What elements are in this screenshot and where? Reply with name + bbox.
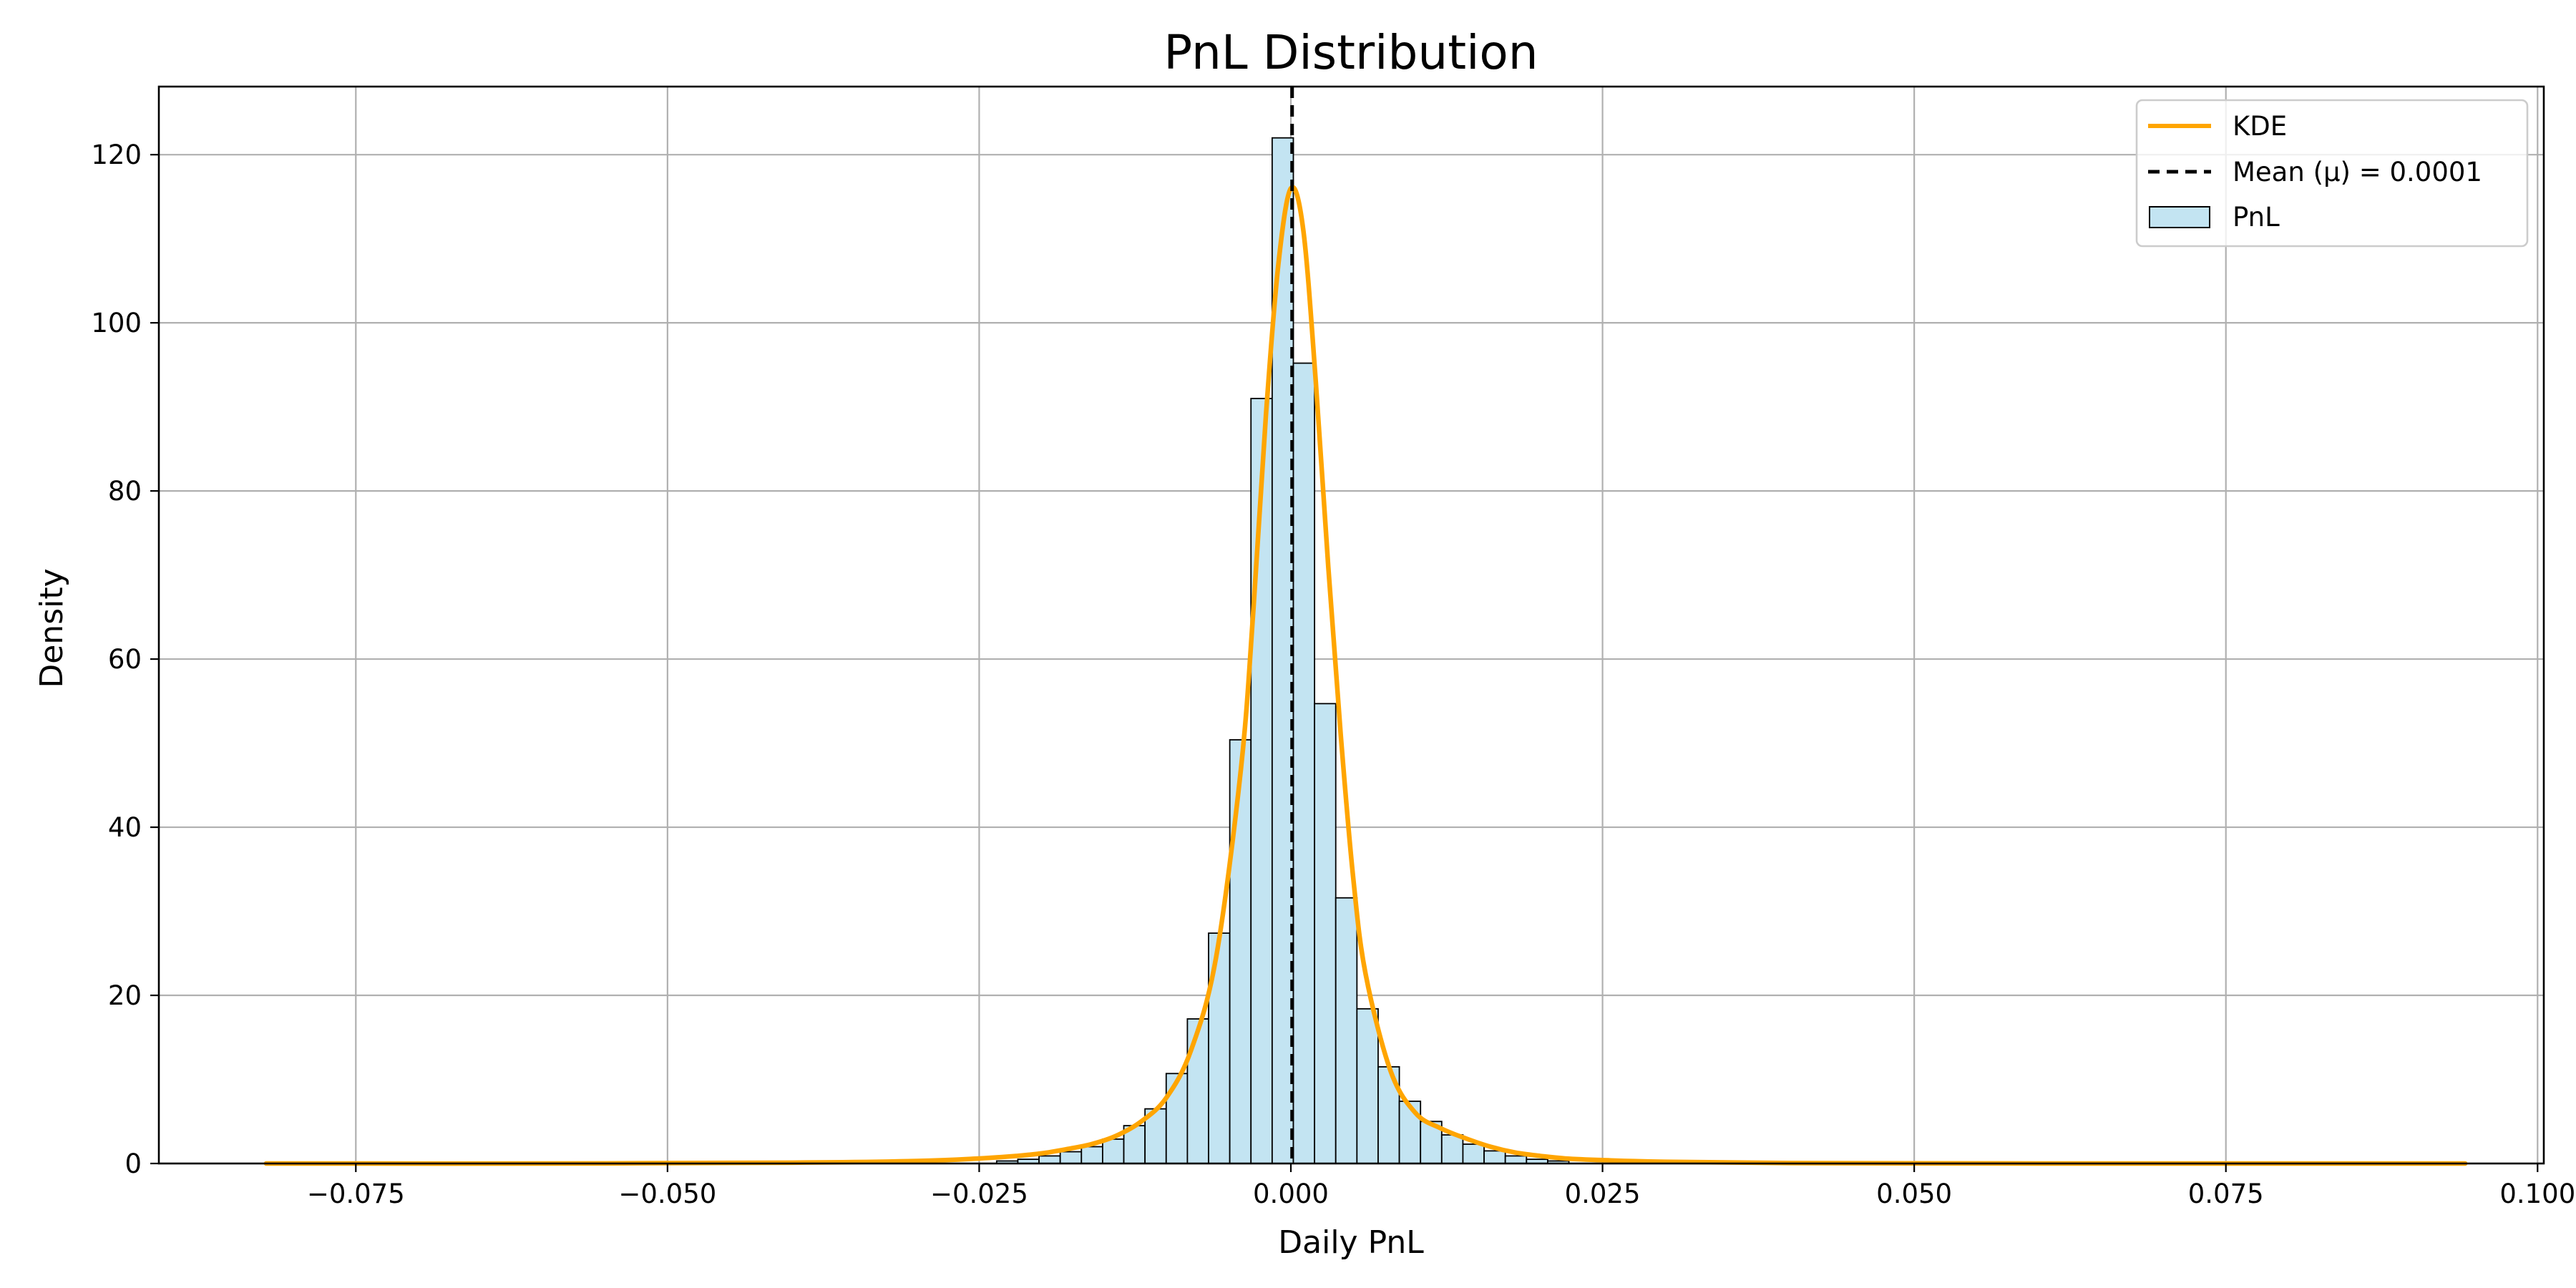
- y-tick-label: 120: [91, 140, 142, 170]
- x-tick-label: 0.025: [1565, 1179, 1641, 1209]
- y-tick-label: 100: [91, 308, 142, 338]
- grid-lines: [159, 87, 2544, 1165]
- y-axis-ticks: 0 20 40 60 80 100 120: [91, 140, 159, 1179]
- histogram-bar: [1080, 1146, 1103, 1164]
- histogram-bar: [1292, 362, 1316, 1164]
- histogram-bar: [1229, 738, 1252, 1164]
- histogram-bar: [1059, 1151, 1083, 1164]
- histogram-bar: [1186, 1018, 1209, 1164]
- histogram-bar: [1314, 703, 1337, 1164]
- histogram-bar: [1440, 1134, 1464, 1164]
- x-tick-label: −0.075: [307, 1179, 405, 1209]
- histogram-bar: [1165, 1073, 1189, 1164]
- x-axis-ticks: −0.075 −0.050 −0.025 0.000 0.025 0.050 0.075 0.…: [307, 1163, 2575, 1209]
- histogram-bar: [1483, 1150, 1506, 1164]
- x-tick-label: −0.050: [618, 1179, 716, 1209]
- legend: KDE Mean (μ) = 0.0001 PnL: [2135, 99, 2529, 248]
- x-tick-label: 0.075: [2188, 1179, 2264, 1209]
- histogram-bars: [995, 137, 1570, 1164]
- chart-title: PnL Distribution: [1163, 25, 1538, 80]
- histogram-bar: [1038, 1155, 1061, 1164]
- y-tick-label: 20: [108, 980, 142, 1011]
- x-tick-label: 0.000: [1253, 1179, 1329, 1209]
- legend-kde-label: KDE: [2233, 111, 2287, 142]
- y-tick-label: 0: [125, 1148, 142, 1179]
- x-tick-label: 0.100: [2499, 1179, 2575, 1209]
- x-tick-label: −0.025: [930, 1179, 1028, 1209]
- x-tick-label: 0.050: [1876, 1179, 1952, 1209]
- y-tick-label: 80: [108, 476, 142, 507]
- plot-frame: [157, 85, 2545, 1165]
- histogram-bar: [1208, 932, 1231, 1164]
- histogram-bar: [1462, 1143, 1485, 1164]
- kde-curve: [263, 185, 2468, 1166]
- histogram-bar: [1398, 1101, 1422, 1164]
- legend-pnl-label: PnL: [2233, 202, 2280, 233]
- legend-mean-label: Mean (μ) = 0.0001: [2233, 157, 2482, 187]
- y-tick-label: 40: [108, 812, 142, 843]
- histogram-bar: [1356, 1008, 1379, 1164]
- x-axis-title: Daily PnL: [1278, 1224, 1424, 1261]
- histogram-bar: [1504, 1155, 1528, 1164]
- y-tick-label: 60: [108, 644, 142, 675]
- histogram-bar: [1102, 1138, 1125, 1164]
- kde-line: [263, 185, 2468, 1166]
- y-axis-title: Density: [34, 568, 70, 688]
- histogram-bar: [1335, 897, 1358, 1164]
- legend-pnl-swatch: [2149, 206, 2210, 228]
- legend-box: [2135, 99, 2529, 248]
